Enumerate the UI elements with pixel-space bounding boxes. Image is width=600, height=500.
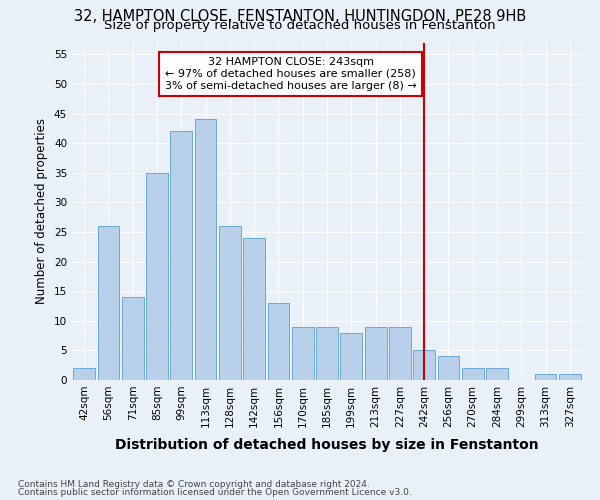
Bar xyxy=(97,226,119,380)
Bar xyxy=(292,326,314,380)
Bar xyxy=(219,226,241,380)
Bar xyxy=(268,303,289,380)
Bar xyxy=(146,173,168,380)
Text: Contains HM Land Registry data © Crown copyright and database right 2024.: Contains HM Land Registry data © Crown c… xyxy=(18,480,370,489)
Bar xyxy=(316,326,338,380)
Text: Size of property relative to detached houses in Fenstanton: Size of property relative to detached ho… xyxy=(104,19,496,32)
X-axis label: Distribution of detached houses by size in Fenstanton: Distribution of detached houses by size … xyxy=(115,438,539,452)
Bar xyxy=(365,326,386,380)
Bar xyxy=(243,238,265,380)
Bar xyxy=(170,132,192,380)
Bar xyxy=(389,326,411,380)
Bar xyxy=(340,332,362,380)
Bar xyxy=(194,120,217,380)
Bar xyxy=(535,374,556,380)
Text: Contains public sector information licensed under the Open Government Licence v3: Contains public sector information licen… xyxy=(18,488,412,497)
Bar xyxy=(462,368,484,380)
Text: 32, HAMPTON CLOSE, FENSTANTON, HUNTINGDON, PE28 9HB: 32, HAMPTON CLOSE, FENSTANTON, HUNTINGDO… xyxy=(74,9,526,24)
Text: 32 HAMPTON CLOSE: 243sqm
← 97% of detached houses are smaller (258)
3% of semi-d: 32 HAMPTON CLOSE: 243sqm ← 97% of detach… xyxy=(164,58,416,90)
Bar xyxy=(559,374,581,380)
Bar xyxy=(486,368,508,380)
Bar xyxy=(437,356,460,380)
Bar xyxy=(122,297,143,380)
Bar xyxy=(413,350,435,380)
Y-axis label: Number of detached properties: Number of detached properties xyxy=(35,118,49,304)
Bar xyxy=(73,368,95,380)
